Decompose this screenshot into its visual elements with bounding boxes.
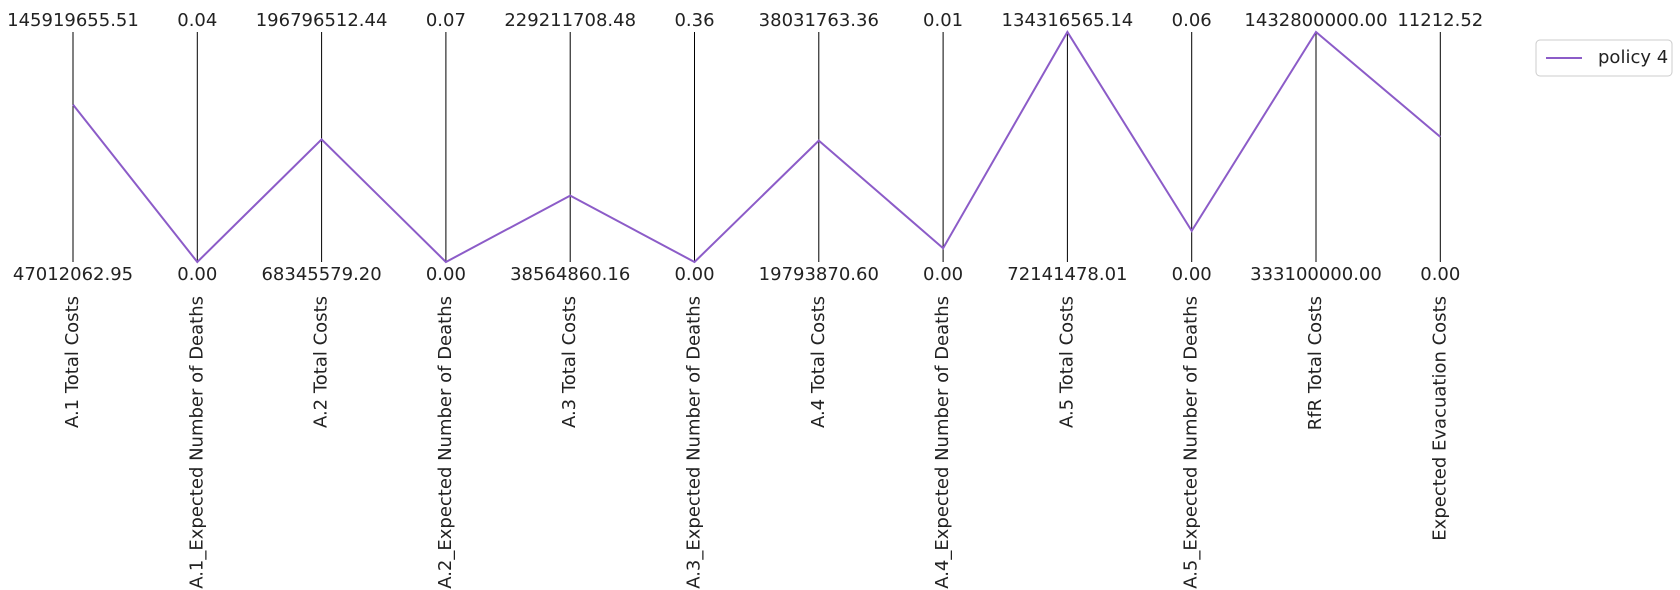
- axis-1-name-label: A.1_Expected Number of Deaths: [186, 296, 207, 589]
- axis-10-min-label: 333100000.00: [1250, 264, 1382, 285]
- axis-8-max-label: 134316565.14: [1002, 10, 1134, 31]
- axis-8-name-label: A.5 Total Costs: [1056, 296, 1077, 428]
- axis-8-min-label: 72141478.01: [1007, 264, 1127, 285]
- axis-10-max-label: 1432800000.00: [1244, 10, 1387, 31]
- axis-10-name-label: RfR Total Costs: [1305, 296, 1326, 430]
- legend-box: [1535, 39, 1673, 77]
- axis-9-max-label: 0.06: [1172, 10, 1212, 31]
- axis-11-max-label: 11212.52: [1397, 10, 1483, 31]
- axis-6-min-label: 19793870.60: [759, 264, 879, 285]
- axis-1-min-label: 0.00: [177, 264, 217, 285]
- axis-4-min-label: 38564860.16: [510, 264, 630, 285]
- axis-0-min-label: 47012062.95: [13, 264, 133, 285]
- axis-5-name-label: A.3_Expected Number of Deaths: [684, 296, 705, 589]
- axis-2-name-label: A.2 Total Costs: [311, 296, 332, 428]
- axis-11-min-label: 0.00: [1420, 264, 1460, 285]
- axis-7-min-label: 0.00: [923, 264, 963, 285]
- axis-5-min-label: 0.00: [674, 264, 714, 285]
- axis-7-max-label: 0.01: [923, 10, 963, 31]
- axis-7-name-label: A.4_Expected Number of Deaths: [932, 296, 953, 589]
- axis-3-max-label: 0.07: [426, 10, 466, 31]
- axis-6-max-label: 38031763.36: [759, 10, 879, 31]
- axis-6-name-label: A.4 Total Costs: [808, 296, 829, 428]
- axis-3-min-label: 0.00: [426, 264, 466, 285]
- axis-4-name-label: A.3 Total Costs: [559, 296, 580, 428]
- axis-0-max-label: 145919655.51: [7, 10, 139, 31]
- axis-11-name-label: Expected Evacuation Costs: [1429, 296, 1450, 541]
- axis-2-max-label: 196796512.44: [256, 10, 388, 31]
- axis-5-max-label: 0.36: [674, 10, 714, 31]
- axis-1-max-label: 0.04: [177, 10, 217, 31]
- legend-label-0: policy 4: [1598, 47, 1668, 68]
- axis-9-name-label: A.5_Expected Number of Deaths: [1181, 296, 1202, 589]
- axes-layer: 145919655.51 47012062.95 A.1 Total Costs 0.…: [7, 10, 1483, 589]
- axis-4-max-label: 229211708.48: [504, 10, 636, 31]
- axis-2-min-label: 68345579.20: [261, 264, 381, 285]
- axis-3-name-label: A.2_Expected Number of Deaths: [435, 296, 456, 589]
- axis-9-min-label: 0.00: [1172, 264, 1212, 285]
- series-line-0: [72, 30, 1441, 264]
- series-layer: [72, 30, 1441, 264]
- legend: policy 4: [1535, 39, 1673, 77]
- axis-0-name-label: A.1 Total Costs: [62, 296, 83, 428]
